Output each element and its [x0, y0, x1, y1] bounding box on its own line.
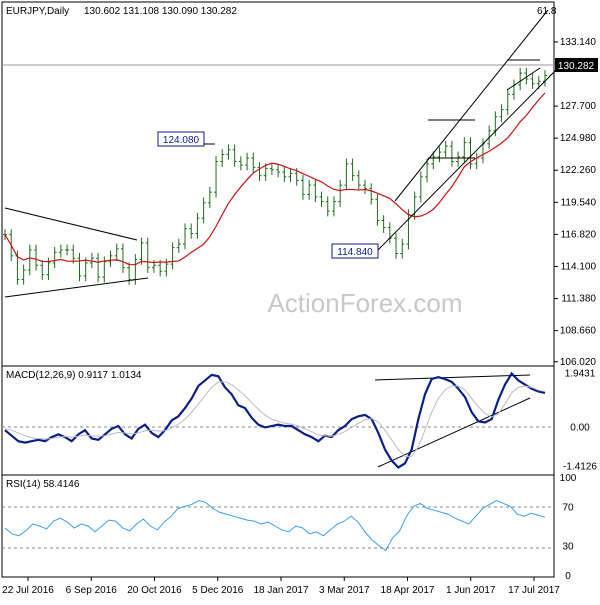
macd-upper-divergence-line: [374, 374, 531, 381]
date-tick-label: 22 Jul 2016: [2, 585, 54, 596]
signal-line: [4, 381, 546, 457]
rsi-title: RSI(14) 58.4146: [6, 479, 80, 490]
svg-text:130.282: 130.282: [558, 61, 595, 72]
price-tick-label: 116.820: [561, 229, 597, 240]
date-tick-label: 17 Jul 2017: [508, 585, 560, 596]
price-tick-label: 124.980: [560, 133, 597, 144]
fib-label: 61.8: [537, 6, 557, 17]
price-tick-label: 122.260: [560, 165, 597, 176]
moving-average-layer: [4, 92, 546, 266]
header-symbol: EURJPY,Daily: [6, 6, 69, 17]
trendlines-layer: [4, 9, 557, 468]
wedge-upper-trendline: [4, 207, 138, 241]
date-tick-label: 6 Sep 2016: [66, 585, 118, 596]
channel-lower-line: [377, 69, 557, 251]
price-tick-label: 111.380: [561, 294, 596, 305]
date-tick-label: 20 Oct 2016: [127, 585, 182, 596]
price-tick-label: 106.020: [560, 357, 597, 368]
current-price-badge: 130.282: [555, 58, 598, 72]
channel-upper-line: [394, 9, 549, 202]
svg-text:124.080: 124.080: [163, 135, 200, 146]
macd-line: [4, 371, 546, 469]
macd-layer: [4, 371, 546, 469]
date-tick-label: 3 Mar 2017: [319, 585, 370, 596]
price-tick-label: 114.100: [561, 261, 597, 272]
price-tick-label: 108.660: [560, 326, 597, 337]
rsi-tick-label: 30: [562, 542, 574, 553]
wedge-lower-trendline: [4, 277, 149, 298]
macd-tick-label: 0.00: [570, 422, 590, 433]
rsi-line: [4, 499, 546, 552]
rsi-panel: [1, 474, 555, 578]
header-ohlc: 130.602 131.108 130.090 130.282: [84, 6, 237, 17]
rsi-tick-label: 70: [562, 502, 574, 513]
rsi-tick-label: 100: [560, 473, 577, 484]
svg-text:114.840: 114.840: [337, 247, 373, 258]
low-annotation: 114.840: [331, 243, 379, 259]
macd-tick-label: -1.4126: [563, 461, 597, 472]
moving-average-line: [4, 92, 546, 266]
high-annotation: 124.080: [157, 131, 205, 147]
macd-tick-label: 1.9431: [565, 369, 596, 380]
rsi-tick-label: 0: [565, 571, 571, 582]
date-tick-label: 18 Jan 2017: [253, 585, 308, 596]
price-tick-label: 127.700: [560, 101, 597, 112]
macd-title: MACD(12,26,9) 0.9117 1.0134: [6, 370, 142, 381]
date-tick-label: 18 Apr 2017: [381, 585, 435, 596]
triangle-lower-line: [506, 67, 541, 91]
price-tick-label: 119.540: [561, 197, 597, 208]
rsi-layer: [4, 499, 546, 552]
axis-labels-layer: 133.140 127.700 124.980 122.260 119.540 116.8…: [2, 37, 597, 596]
date-tick-label: 5 Dec 2016: [192, 585, 244, 596]
price-tick-label: 133.140: [560, 37, 597, 48]
watermark: ActionForex.com: [267, 288, 462, 318]
macd-lower-divergence-line: [377, 397, 531, 468]
date-tick-label: 1 Jun 2017: [446, 585, 496, 596]
